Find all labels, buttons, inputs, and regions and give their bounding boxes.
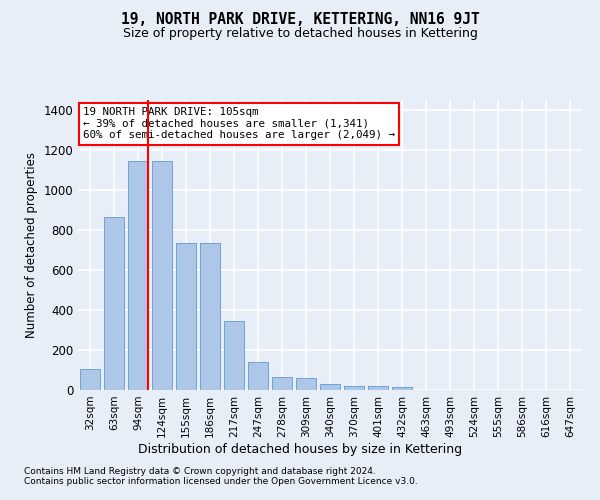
Bar xyxy=(152,161,172,390)
Text: 19, NORTH PARK DRIVE, KETTERING, NN16 9JT: 19, NORTH PARK DRIVE, KETTERING, NN16 9J… xyxy=(121,12,479,28)
Bar xyxy=(176,243,196,390)
Bar xyxy=(320,384,340,390)
Y-axis label: Number of detached properties: Number of detached properties xyxy=(25,152,38,338)
Text: Contains public sector information licensed under the Open Government Licence v3: Contains public sector information licen… xyxy=(24,478,418,486)
Bar xyxy=(200,243,220,390)
Bar xyxy=(296,378,316,390)
Text: Contains HM Land Registry data © Crown copyright and database right 2024.: Contains HM Land Registry data © Crown c… xyxy=(24,468,376,476)
Bar xyxy=(368,386,388,390)
Bar xyxy=(272,377,292,390)
Text: Size of property relative to detached houses in Kettering: Size of property relative to detached ho… xyxy=(122,28,478,40)
Bar xyxy=(80,369,100,390)
Bar xyxy=(248,362,268,390)
Text: 19 NORTH PARK DRIVE: 105sqm
← 39% of detached houses are smaller (1,341)
60% of : 19 NORTH PARK DRIVE: 105sqm ← 39% of det… xyxy=(83,108,395,140)
Bar xyxy=(104,217,124,390)
Bar xyxy=(224,321,244,390)
Bar xyxy=(128,161,148,390)
Bar xyxy=(344,386,364,390)
Bar xyxy=(392,388,412,390)
Text: Distribution of detached houses by size in Kettering: Distribution of detached houses by size … xyxy=(138,442,462,456)
